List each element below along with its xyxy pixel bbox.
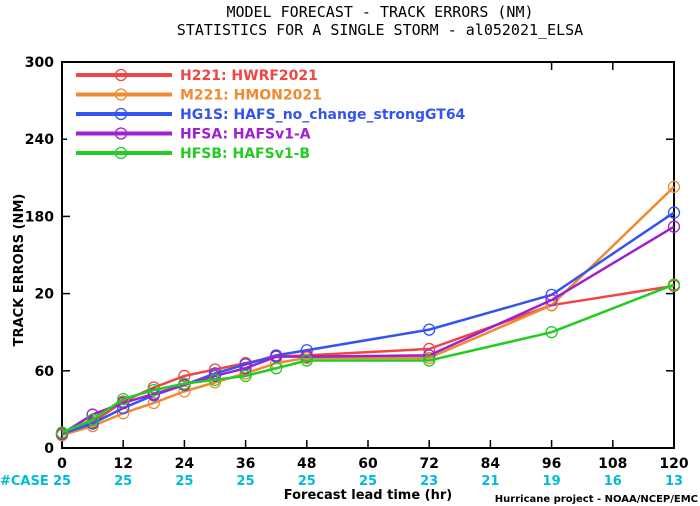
x-tick-label: 24 xyxy=(175,456,195,472)
case-label: #CASE xyxy=(0,474,49,489)
series-point xyxy=(55,426,69,439)
series-layer xyxy=(55,180,681,442)
legend-marker xyxy=(114,127,128,140)
y-tick-label: 60 xyxy=(35,364,55,380)
series-point xyxy=(117,392,130,406)
x-tick-label: 84 xyxy=(481,456,501,472)
legend-label: M221: HMON2021 xyxy=(180,88,322,104)
y-tick-label: 20 xyxy=(35,287,55,303)
series-4 xyxy=(55,278,681,439)
legend-entry: HG1S: HAFS_no_change_strongGT64 xyxy=(76,107,466,123)
series-point xyxy=(147,387,160,401)
series-point xyxy=(86,417,99,430)
legend-marker xyxy=(114,68,128,82)
case-count: 23 xyxy=(420,474,438,489)
legend-box xyxy=(67,63,524,175)
chart-subtitle: STATISTICS FOR A SINGLE STORM - al052021… xyxy=(177,21,583,39)
case-count: 25 xyxy=(298,474,316,489)
y-tick-label: 0 xyxy=(44,441,54,457)
x-axis-ticks: 0 12 24 36 48 60 72 84 96 108 120 xyxy=(57,62,689,472)
series-point xyxy=(545,293,558,307)
legend: H221: HWRF2021 M221: HMON2021 HG1S: HAFS_n… xyxy=(76,68,466,162)
series-point xyxy=(147,396,160,410)
series-point xyxy=(208,373,222,386)
x-tick-label: 0 xyxy=(57,456,67,472)
series-point xyxy=(300,350,313,363)
series-point xyxy=(239,369,252,383)
legend-label: HFSA: HAFSv1-A xyxy=(180,127,311,143)
series-point xyxy=(423,323,436,336)
case-counts: 25 25 25 25 25 25 23 21 19 16 13 xyxy=(53,474,683,489)
y-tick-label: 180 xyxy=(25,209,54,225)
x-tick-label: 36 xyxy=(236,456,255,472)
legend-marker xyxy=(114,146,128,160)
credit-text: Hurricane project - NOAA/NCEP/EMC xyxy=(495,494,698,505)
legend-label: H221: HWRF2021 xyxy=(180,68,318,84)
case-count: 21 xyxy=(481,474,499,489)
series-point xyxy=(300,354,313,367)
series-point xyxy=(667,180,681,193)
legend-entry: H221: HWRF2021 xyxy=(76,68,318,84)
series-point xyxy=(178,369,191,383)
y-axis-label: TRACK ERRORS (NM) xyxy=(12,194,27,347)
case-count: 25 xyxy=(53,474,71,489)
x-tick-label: 60 xyxy=(358,456,378,472)
y-tick-label: 300 xyxy=(25,55,54,71)
series-point xyxy=(208,369,222,383)
chart-title: MODEL FORECAST - TRACK ERRORS (NM) xyxy=(226,3,533,21)
series-point xyxy=(667,220,681,233)
series-point xyxy=(270,362,283,375)
legend-entry: HFSA: HAFSv1-A xyxy=(76,127,311,143)
legend-label: HG1S: HAFS_no_change_strongGT64 xyxy=(180,107,466,123)
legend-marker xyxy=(114,88,128,101)
x-tick-label: 48 xyxy=(297,456,316,472)
series-1 xyxy=(55,180,681,442)
x-tick-label: 96 xyxy=(542,456,561,472)
series-point xyxy=(667,278,681,291)
case-count: 25 xyxy=(359,474,377,489)
x-tick-label: 108 xyxy=(598,456,627,472)
series-point xyxy=(545,326,558,339)
case-count: 19 xyxy=(543,474,561,489)
series-point xyxy=(239,362,252,375)
legend-marker xyxy=(114,107,128,121)
legend-entry: HFSB: HAFSv1-B xyxy=(76,146,310,162)
series-point xyxy=(86,413,99,426)
x-tick-label: 72 xyxy=(419,456,438,472)
y-tick-label: 240 xyxy=(25,132,54,148)
x-tick-label: 12 xyxy=(113,456,132,472)
series-point xyxy=(423,354,436,367)
legend-label: HFSB: HAFSv1-B xyxy=(180,146,310,162)
series-point xyxy=(178,377,191,390)
series-point xyxy=(667,206,681,219)
x-axis-label: Forecast lead time (hr) xyxy=(284,488,452,503)
case-count: 13 xyxy=(665,474,683,489)
case-count: 16 xyxy=(604,474,622,489)
case-count: 25 xyxy=(237,474,255,489)
series-point xyxy=(147,383,160,397)
x-tick-label: 120 xyxy=(659,456,688,472)
legend-entry: M221: HMON2021 xyxy=(76,88,322,104)
case-count: 25 xyxy=(114,474,132,489)
case-count: 25 xyxy=(175,474,193,489)
